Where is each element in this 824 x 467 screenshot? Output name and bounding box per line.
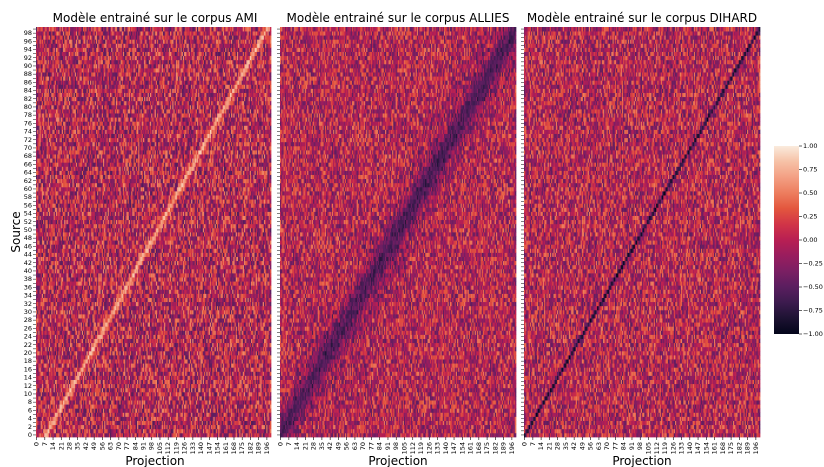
heatmap-panel-ami: Modèle entrainé sur le corpus AMI 024681… xyxy=(9,11,271,467)
heatmap-cell xyxy=(270,404,272,408)
heatmap-cell xyxy=(270,408,272,412)
heatmap-cell xyxy=(270,425,272,429)
heatmap-cells xyxy=(36,27,271,437)
heatmap-cell xyxy=(270,433,272,437)
heatmap-cell xyxy=(270,429,272,433)
heatmap-cell xyxy=(270,417,272,421)
heatmap-cell xyxy=(270,421,272,425)
heatmap-cell xyxy=(270,412,272,416)
panel-title: Modèle entrainé sur le corpus AMI xyxy=(53,11,258,25)
